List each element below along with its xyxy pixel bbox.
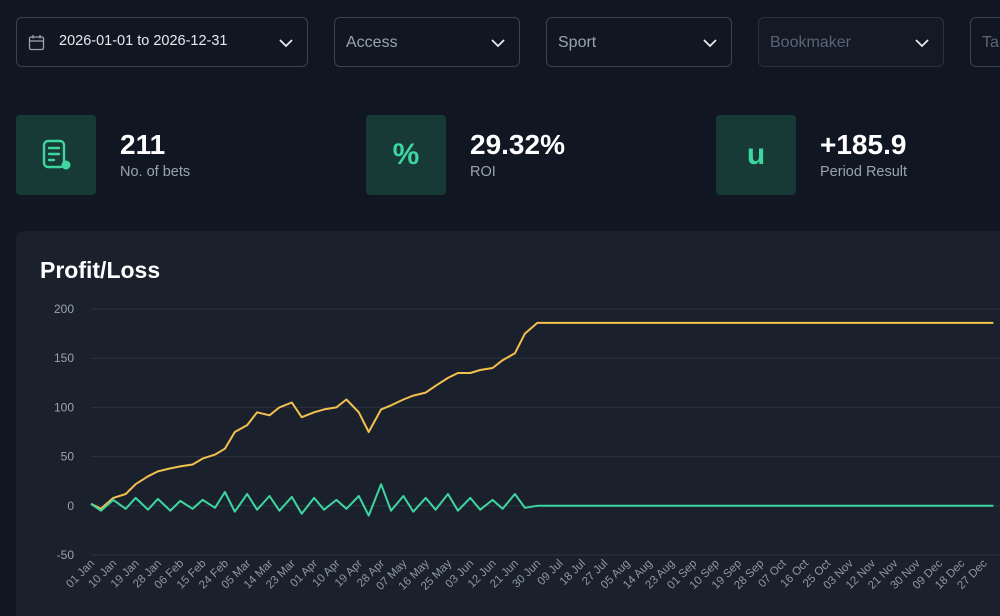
filter-bar: 2026-01-01 to 2026-12-31 Access Sport Bo… (16, 17, 1000, 67)
y-tick-label: 0 (67, 499, 74, 513)
y-tick-label: -50 (57, 548, 75, 562)
stat-period-result-caption: Period Result (820, 164, 908, 180)
stat-bets: 211 No. of bets (16, 115, 346, 195)
stat-roi-caption: ROI (470, 164, 496, 180)
tags-select[interactable]: Ta (970, 17, 1000, 67)
chevron-down-icon (491, 39, 505, 48)
stat-period-result: u +185.9 Period Result (716, 115, 1000, 195)
access-select-label: Access (346, 34, 398, 51)
calendar-icon (28, 35, 45, 51)
chart-title: Profit/Loss (40, 257, 161, 283)
units-glyph: u (746, 138, 766, 171)
date-range-label: 2026-01-01 to 2026-12-31 (59, 33, 228, 49)
chevron-down-icon (279, 39, 293, 48)
chevron-down-icon (915, 39, 929, 48)
stat-bets-caption: No. of bets (120, 164, 191, 180)
chevron-down-icon (703, 39, 717, 48)
percent-glyph: % (392, 138, 420, 171)
access-select[interactable]: Access (334, 17, 520, 67)
stat-roi-value: 29.32% (470, 129, 565, 160)
bookmaker-select-label: Bookmaker (770, 34, 851, 51)
cumulative-profit-line (90, 321, 994, 510)
receipt-icon (16, 115, 96, 195)
y-tick-label: 100 (54, 400, 74, 414)
daily-profit-line (90, 483, 994, 517)
y-tick-label: 200 (54, 302, 74, 316)
stat-roi: % 29.32% ROI (366, 115, 696, 195)
stat-period-result-value: +185.9 (820, 129, 907, 160)
stat-bets-value: 211 (120, 129, 166, 160)
y-tick-label: 150 (54, 351, 74, 365)
bookmaker-select[interactable]: Bookmaker (758, 17, 944, 67)
units-icon: u (716, 115, 796, 195)
tags-select-label: Ta (982, 34, 999, 51)
sport-select[interactable]: Sport (546, 17, 732, 67)
sport-select-label: Sport (558, 34, 597, 51)
date-range-picker[interactable]: 2026-01-01 to 2026-12-31 (16, 17, 308, 67)
y-tick-label: 50 (61, 450, 75, 464)
percent-icon: % (366, 115, 446, 195)
profit-loss-card: -50 0 50 100 150 200 01 Jan 10 Jan 19 Jan 28 Jan 0… (16, 231, 1000, 616)
